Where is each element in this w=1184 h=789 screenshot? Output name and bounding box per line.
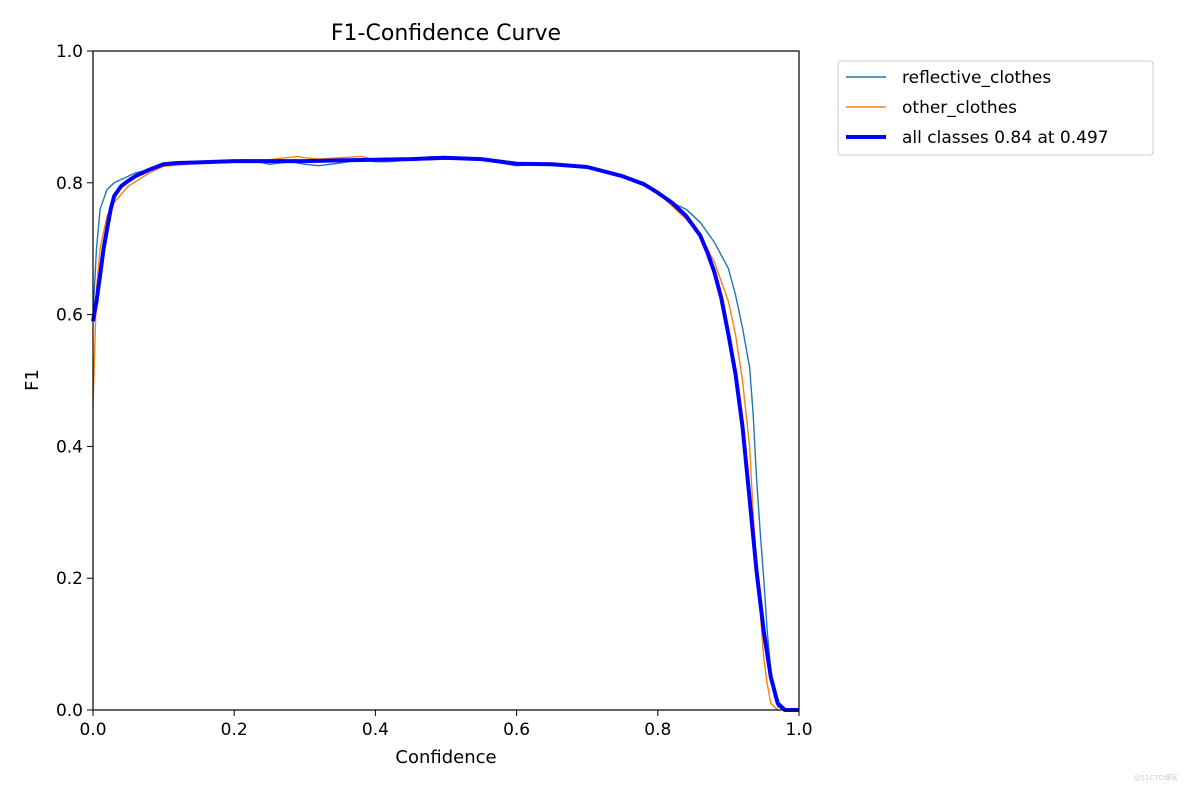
x-tick-label: 0.2: [221, 720, 248, 740]
y-tick-label: 1.0: [56, 42, 83, 62]
chart-title: F1-Confidence Curve: [331, 21, 561, 46]
series-line-0: [92, 158, 799, 711]
y-axis-label: F1: [22, 369, 43, 391]
x-tick-label: 0.4: [362, 720, 389, 740]
y-tick-label: 0.0: [56, 701, 83, 721]
legend-label-1: other_clothes: [902, 98, 1017, 118]
y-tick-label: 0.8: [56, 174, 83, 194]
x-axis-ticks: 0.0 0.2 0.4 0.6 0.8 1.0: [79, 710, 813, 740]
series-line-1: [92, 155, 779, 711]
y-axis-ticks: 0.0 0.2 0.4 0.6 0.8 1.0: [56, 42, 93, 721]
x-tick-label: 1.0: [785, 720, 812, 740]
y-tick-label: 0.2: [56, 569, 83, 589]
x-tick-label: 0.0: [79, 720, 106, 740]
x-axis-label: Confidence: [395, 747, 496, 768]
series-line-2: [91, 155, 799, 712]
y-tick-label: 0.4: [56, 437, 83, 457]
plot-frame: [92, 50, 800, 711]
x-tick-label: 0.8: [644, 720, 671, 740]
legend-box: [837, 60, 1154, 156]
y-tick-label: 0.6: [56, 306, 83, 326]
watermark: @51CTO博客: [1133, 774, 1178, 782]
x-tick-label: 0.6: [503, 720, 530, 740]
plot-lines: [91, 155, 799, 712]
legend-label-2: all classes 0.84 at 0.497: [902, 128, 1109, 148]
legend-label-0: reflective_clothes: [902, 68, 1051, 88]
